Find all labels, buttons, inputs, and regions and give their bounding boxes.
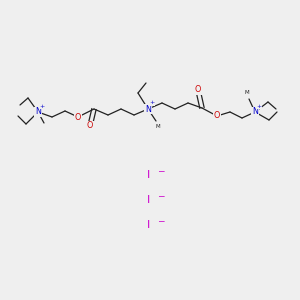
Text: M: M bbox=[245, 91, 249, 95]
Text: O: O bbox=[214, 112, 220, 121]
Text: −: − bbox=[157, 167, 165, 176]
Text: +: + bbox=[149, 100, 154, 106]
Text: N: N bbox=[35, 107, 41, 116]
Text: I: I bbox=[146, 195, 150, 205]
Text: O: O bbox=[87, 122, 93, 130]
Text: +: + bbox=[39, 103, 45, 109]
Text: O: O bbox=[75, 112, 81, 122]
Text: −: − bbox=[157, 217, 165, 226]
Text: O: O bbox=[195, 85, 201, 94]
Text: M: M bbox=[156, 124, 160, 130]
Text: I: I bbox=[146, 170, 150, 180]
Text: I: I bbox=[146, 220, 150, 230]
Text: N: N bbox=[145, 104, 151, 113]
Text: −: − bbox=[157, 191, 165, 200]
Text: +: + bbox=[256, 103, 262, 109]
Text: N: N bbox=[252, 107, 258, 116]
